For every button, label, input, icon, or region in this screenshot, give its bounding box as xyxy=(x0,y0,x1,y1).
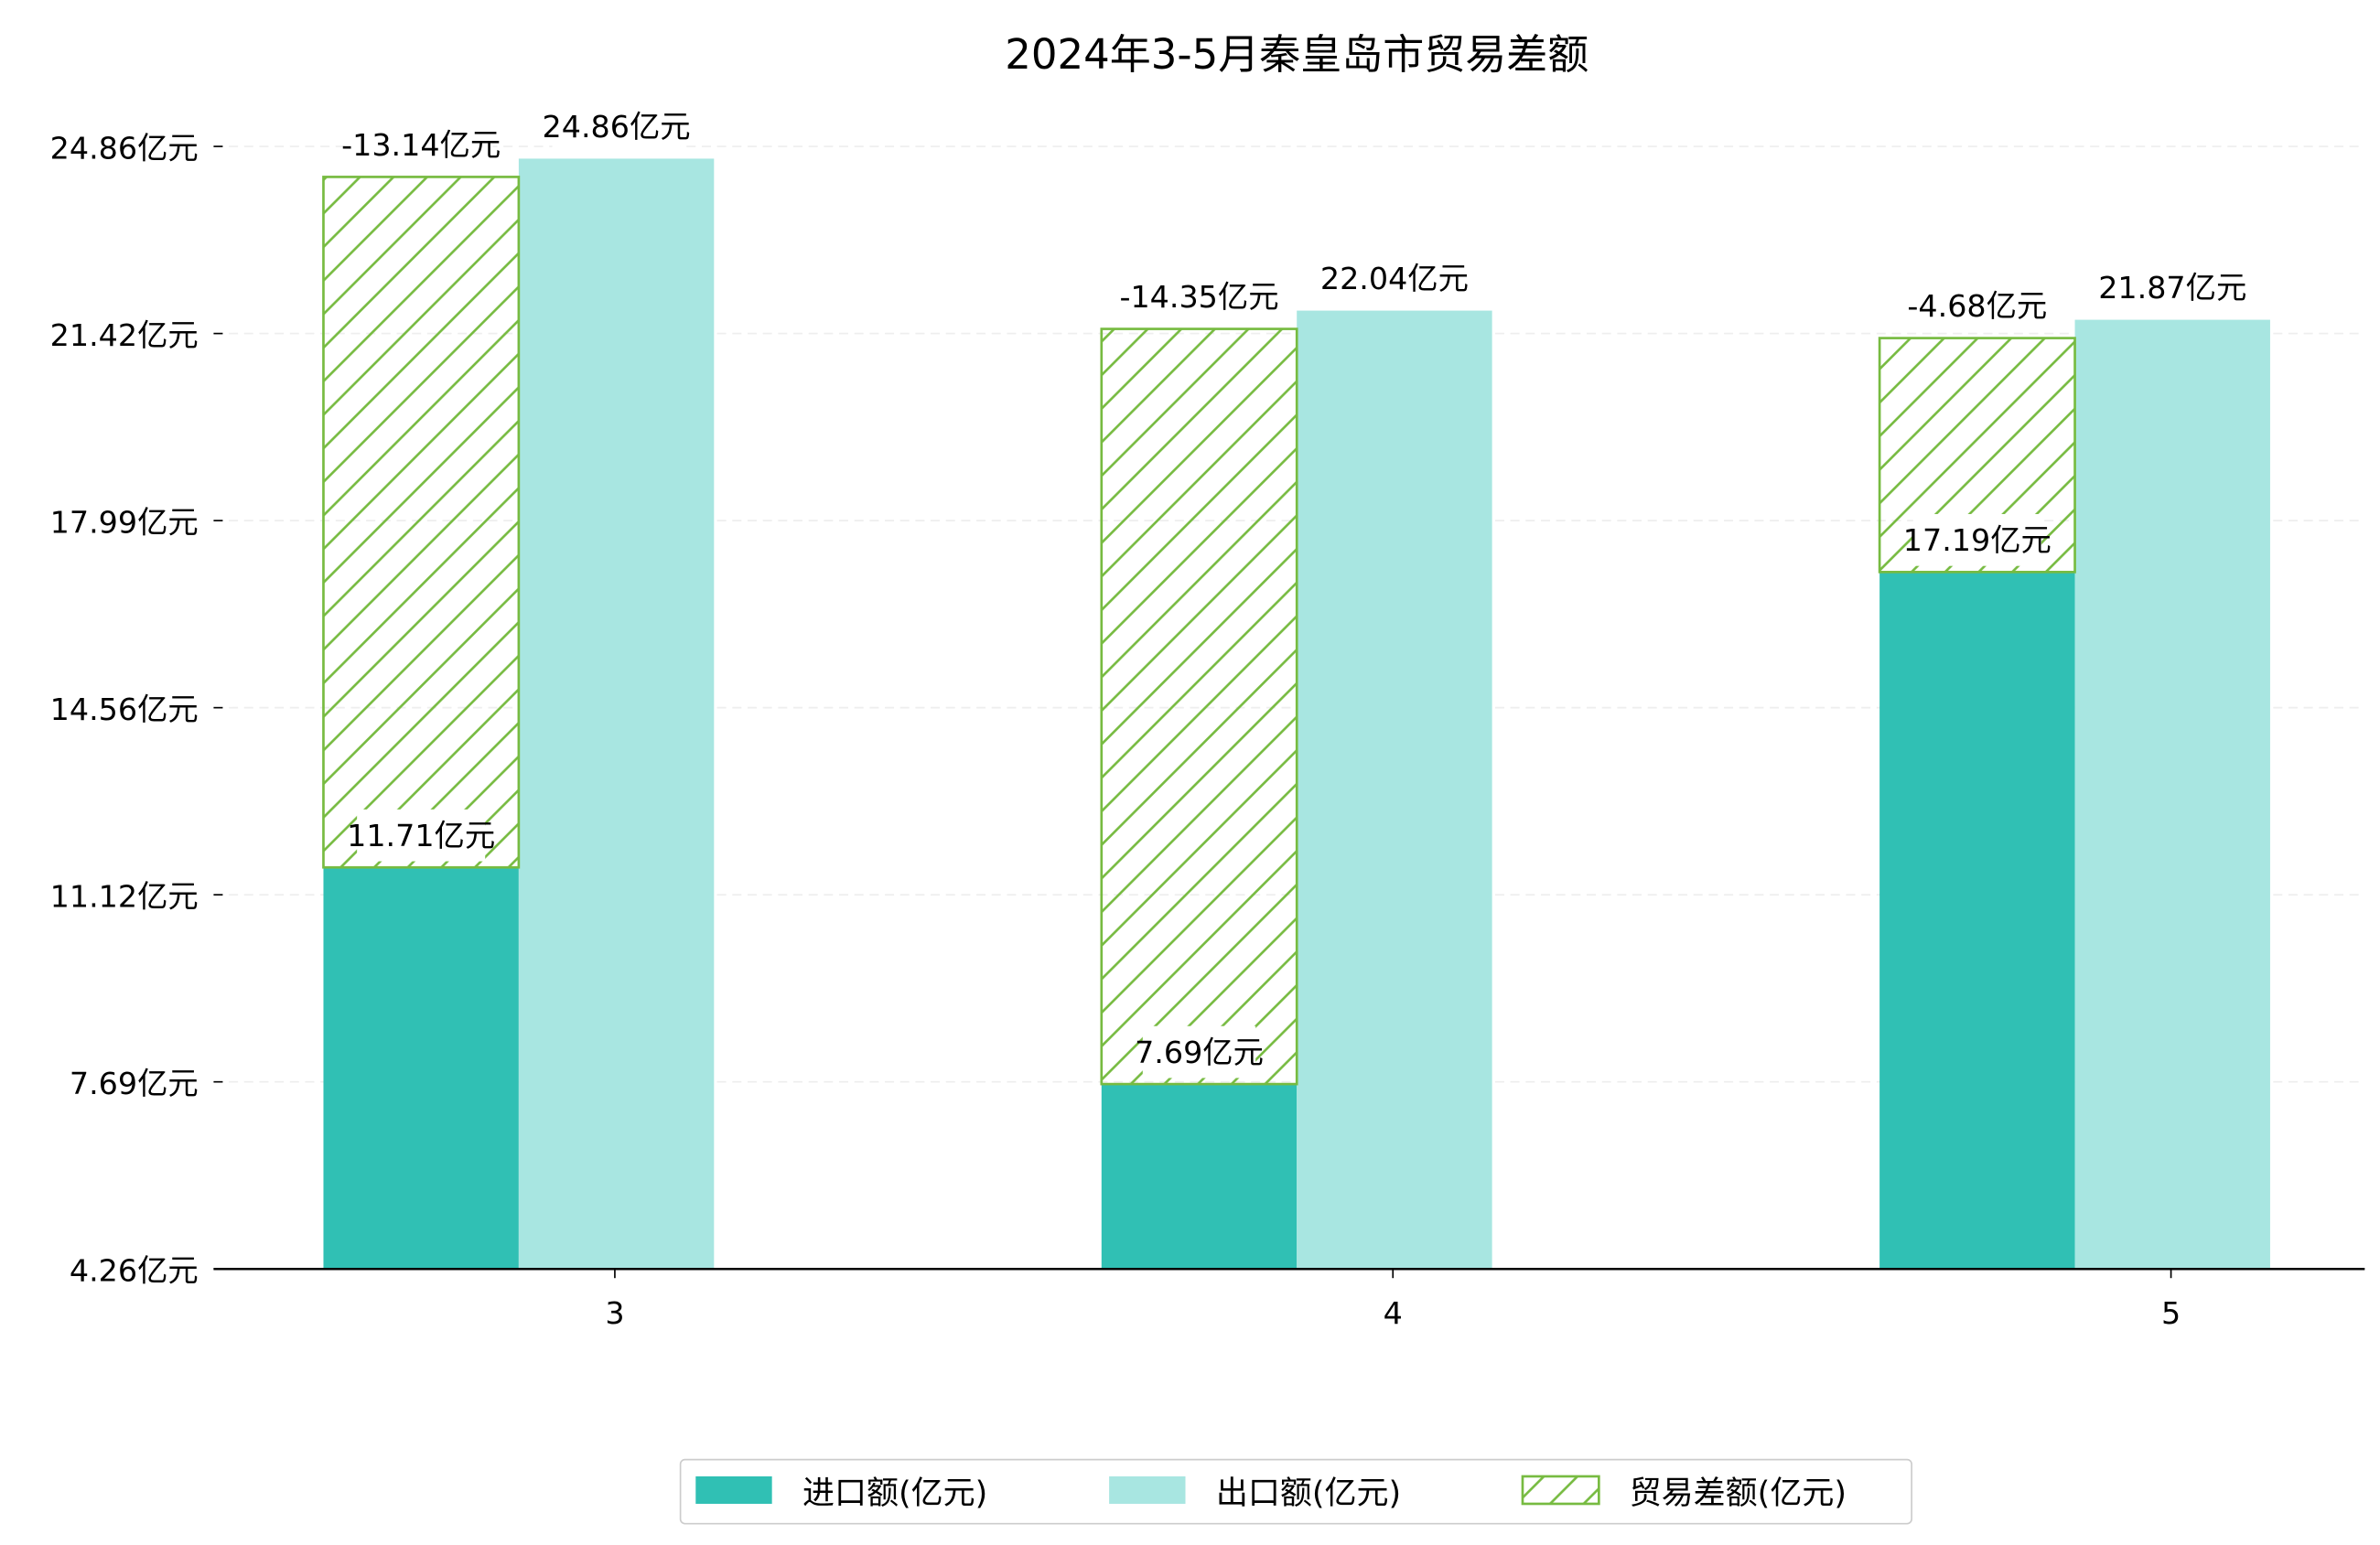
export-bar xyxy=(1297,310,1492,1270)
export-value-label: 21.87亿元 xyxy=(2098,270,2246,306)
export-value-label-group: 22.04亿元 xyxy=(1320,252,1469,305)
y-tick-label: 14.56亿元 xyxy=(50,692,199,727)
legend-swatch-balance xyxy=(1521,1475,1600,1506)
balance-bar xyxy=(1100,327,1298,1086)
export-value-label-group: 24.86亿元 xyxy=(543,101,691,153)
balance-value-label: -14.35亿元 xyxy=(1119,279,1278,315)
y-tick-label: 7.69亿元 xyxy=(70,1066,199,1101)
import-bar xyxy=(1101,1084,1298,1270)
import-value-label: 17.19亿元 xyxy=(1903,522,2052,558)
balance-value-label: -4.68亿元 xyxy=(1907,288,2047,324)
y-tick-label: 17.99亿元 xyxy=(50,504,199,540)
balance-value-label-group: -4.68亿元 xyxy=(1907,280,2047,332)
import-value-label: 7.69亿元 xyxy=(1135,1035,1264,1070)
import-bar xyxy=(323,867,519,1270)
legend-label: 出口额(亿元) xyxy=(1216,1475,1401,1512)
y-tick-label: 11.12亿元 xyxy=(50,879,199,915)
import-value-label: 11.71亿元 xyxy=(347,818,495,853)
legend-swatch-1 xyxy=(1109,1475,1186,1504)
legend-label: 贸易差额(亿元) xyxy=(1630,1475,1847,1512)
legend: 进口额(亿元) 出口额(亿元) 贸易差额(亿元) xyxy=(679,1458,1912,1525)
x-tick-label: 4 xyxy=(1384,1295,1403,1331)
y-tick-label: 21.42亿元 xyxy=(50,317,199,353)
balance-value-label-bg xyxy=(349,119,493,171)
legend-swatch-0 xyxy=(695,1475,772,1504)
import-value-label-group: 7.69亿元 xyxy=(1135,1025,1264,1078)
export-value-label: 22.04亿元 xyxy=(1320,261,1469,296)
balance-bar xyxy=(322,176,521,869)
balance-value-label: -13.14亿元 xyxy=(341,127,501,163)
export-value-label-bg xyxy=(1330,252,1459,305)
y-tick-label: 24.86亿元 xyxy=(50,130,199,166)
export-value-label-bg xyxy=(552,101,681,153)
export-value-label-bg xyxy=(2108,262,2237,314)
import-value-label-bg xyxy=(357,809,486,862)
x-tick-label: 3 xyxy=(605,1295,624,1331)
balance-value-label-bg xyxy=(1912,280,2041,332)
y-tick-label: 4.26亿元 xyxy=(70,1253,199,1289)
export-value-label: 24.86亿元 xyxy=(543,109,691,145)
balance-value-label-group: -13.14亿元 xyxy=(341,119,501,171)
chart-title: 2024年3-5月秦皇岛市贸易差额 xyxy=(1005,30,1588,79)
export-value-label-group: 21.87亿元 xyxy=(2098,262,2246,314)
import-bar xyxy=(1879,572,2075,1270)
import-value-label-group: 17.19亿元 xyxy=(1903,513,2052,566)
legend-label: 进口额(亿元) xyxy=(802,1475,987,1512)
balance-value-label-bg xyxy=(1127,271,1271,323)
balance-value-label-group: -14.35亿元 xyxy=(1119,271,1279,323)
export-bar xyxy=(518,158,715,1270)
export-bar xyxy=(2074,319,2270,1270)
import-value-label-bg xyxy=(1142,1025,1256,1078)
x-tick-label: 5 xyxy=(2161,1295,2181,1331)
import-value-label-group: 11.71亿元 xyxy=(347,809,495,862)
import-value-label-bg xyxy=(1912,513,2041,566)
